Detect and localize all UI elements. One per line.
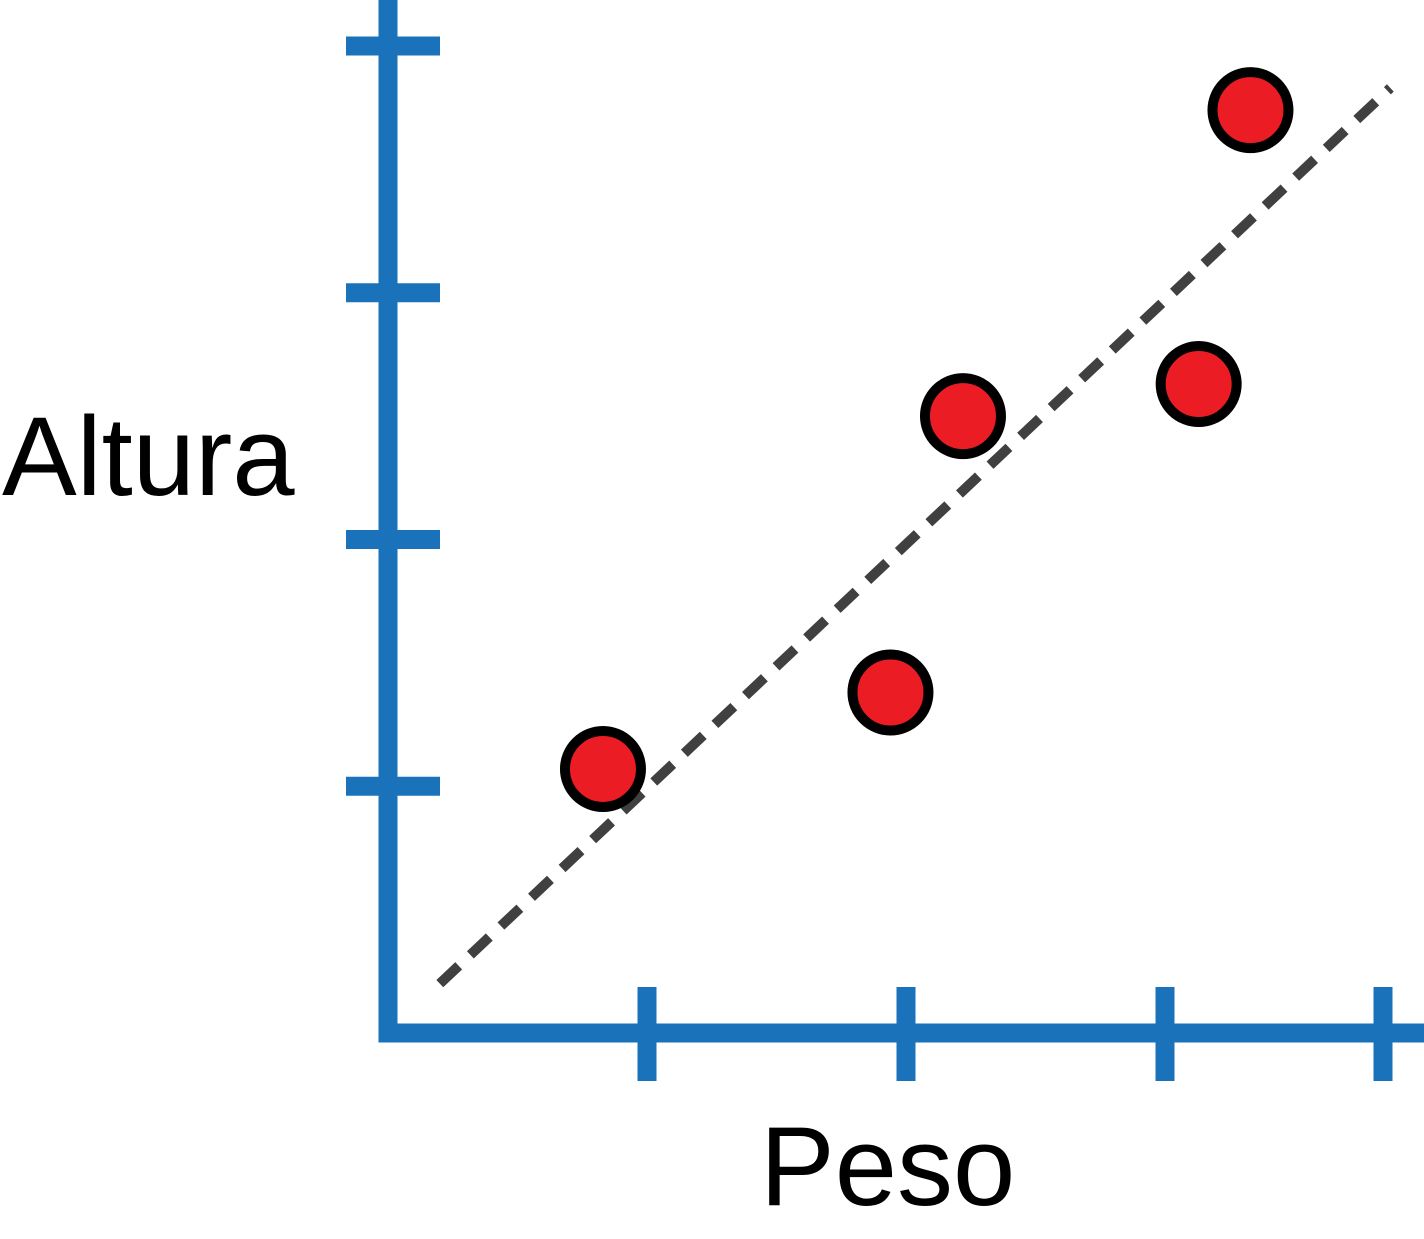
points-group [559,67,1294,812]
data-point-1 [559,725,646,812]
data-point-2 [847,649,934,736]
axes [346,0,1424,1081]
data-point-3 [919,373,1006,460]
data-point-4 [1155,341,1242,428]
data-point-5 [1207,67,1294,154]
trendline [436,84,1394,988]
x-axis-label: Peso [760,1104,1015,1229]
y-axis-label: Altura [2,394,295,519]
trendline-group [436,84,1394,988]
